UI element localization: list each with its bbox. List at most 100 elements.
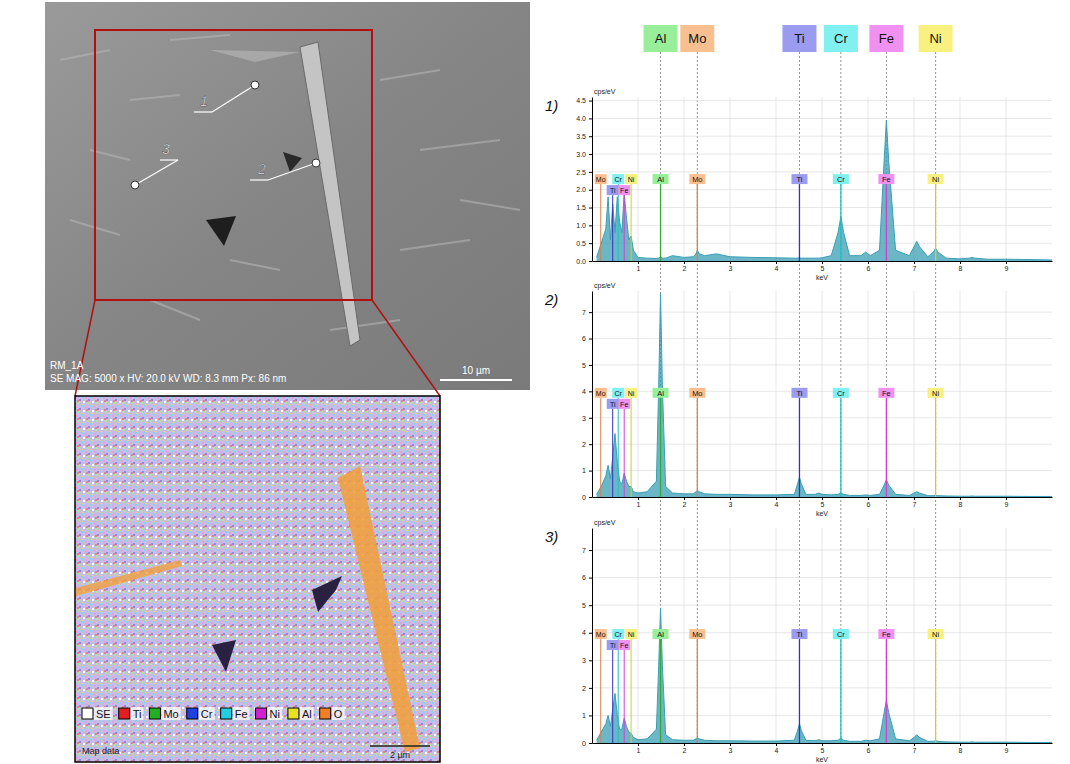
- element-line: [600, 184, 601, 261]
- legend-label: Ti: [133, 708, 142, 720]
- legend-swatch: [82, 708, 93, 719]
- element-tag: [689, 174, 705, 184]
- map-pore: [212, 640, 236, 672]
- y-axis: 0.00.51.01.52.02.53.03.54.04.5: [576, 97, 592, 264]
- element-line: [618, 398, 619, 497]
- grid: [592, 291, 1052, 497]
- tick-label: 1: [637, 265, 641, 272]
- element-tag-label: Cr: [837, 389, 845, 398]
- scale-label: 2 µm: [390, 750, 410, 760]
- tick: 5: [821, 497, 825, 508]
- tick-label: 7: [582, 547, 586, 554]
- y-axis: 01234567: [582, 529, 592, 747]
- y-axis-title: cps/eV: [594, 519, 616, 527]
- grid-line: [914, 97, 915, 261]
- element-line: [799, 184, 800, 261]
- tick-mark: [589, 743, 592, 744]
- element-box: [919, 25, 953, 52]
- tick-label: 4.5: [576, 97, 586, 104]
- element-tag-label: Ni: [628, 631, 635, 638]
- element-line: [660, 639, 661, 743]
- element-box: [824, 25, 858, 52]
- leader-line: [135, 160, 178, 185]
- tick-mark: [776, 743, 777, 746]
- tick-label: 4: [582, 388, 586, 395]
- tick: 2: [683, 497, 687, 508]
- element-tag-label: Cr: [615, 176, 623, 183]
- leader-line: [194, 111, 212, 112]
- tick-label: 2: [683, 501, 687, 508]
- tick-label: 1: [582, 712, 586, 719]
- element-tag: [928, 388, 944, 398]
- element-tag-label: Cr: [615, 390, 623, 397]
- element-box: [782, 25, 816, 52]
- element-tag: [595, 388, 607, 398]
- tick-mark: [589, 208, 592, 209]
- element-line: [624, 195, 625, 261]
- element-line: [886, 184, 887, 261]
- element-label: Mo: [688, 31, 706, 46]
- tick: 6: [867, 743, 871, 754]
- element-markers: AlMoTiCrFeNiMoTiCrFeNi: [595, 174, 944, 261]
- tick-label: 1: [637, 501, 641, 508]
- element-line: [631, 184, 632, 261]
- chart-title: 2): [544, 291, 558, 308]
- element-header: AlMoTiCrFeNi: [644, 25, 953, 743]
- element-line: [697, 639, 698, 743]
- point-marker: [312, 159, 320, 167]
- element-tag: [833, 174, 849, 184]
- tick-label: 2: [582, 441, 586, 448]
- grid-line: [730, 528, 731, 743]
- texture: [460, 200, 520, 210]
- legend-bg: [300, 707, 314, 720]
- element-line: [660, 184, 661, 261]
- tick: 4: [775, 743, 779, 754]
- pore: [206, 216, 236, 246]
- chart-title: 1): [545, 97, 558, 114]
- tick-label: 8: [959, 747, 963, 754]
- tick-label: 8: [959, 265, 963, 272]
- legend-swatch: [288, 708, 299, 719]
- tick: 7: [913, 743, 917, 754]
- element-label: Al: [655, 31, 667, 46]
- tick-mark: [1006, 743, 1007, 746]
- tick-mark: [1006, 261, 1007, 264]
- zoom-frame: [95, 30, 372, 300]
- element-tag-label: Al: [657, 630, 664, 639]
- tick-label: 2: [683, 747, 687, 754]
- tick: 8: [959, 261, 963, 272]
- element-line: [660, 398, 661, 497]
- grid-line: [914, 528, 915, 743]
- tick: 5: [821, 743, 825, 754]
- element-tag: [625, 629, 637, 639]
- texture: [130, 95, 180, 100]
- element-tag: [878, 629, 894, 639]
- element-tag: [612, 629, 624, 639]
- tick-label: 3.5: [576, 133, 586, 140]
- leader-line: [268, 163, 316, 180]
- x-axis-title: keV: [816, 510, 828, 517]
- tick-mark: [589, 497, 592, 498]
- tick-label: 4: [775, 747, 779, 754]
- element-tag-label: Al: [657, 175, 664, 184]
- tick: 1: [637, 743, 641, 754]
- tick-mark: [730, 261, 731, 264]
- tick-mark: [684, 497, 685, 500]
- zoom-line: [372, 300, 440, 396]
- scale-label: 10 µm: [462, 365, 490, 376]
- tick-mark: [589, 261, 592, 262]
- element-label: Ti: [794, 31, 804, 46]
- tick-mark: [868, 261, 869, 264]
- y-axis-title: cps/eV: [594, 282, 616, 290]
- tick: 2: [683, 743, 687, 754]
- legend-label: O: [334, 708, 343, 720]
- x-axis: 123456789: [593, 261, 1053, 272]
- tick: 1: [582, 467, 592, 474]
- tick-label: 3: [729, 501, 733, 508]
- tick-label: 3: [729, 265, 733, 272]
- element-tag-label: Fe: [620, 642, 628, 649]
- legend-label: SE: [96, 708, 111, 720]
- tick-mark: [960, 261, 961, 264]
- tick-mark: [589, 471, 592, 472]
- tick-label: 3: [582, 415, 586, 422]
